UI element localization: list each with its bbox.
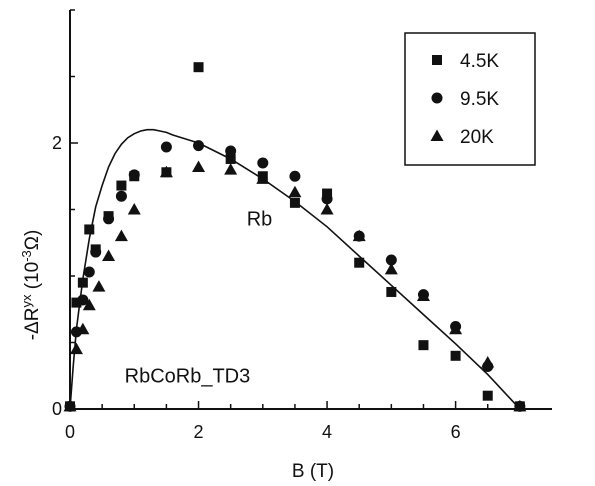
x-tick-label: 6 xyxy=(451,422,461,442)
triangle-point xyxy=(224,163,238,175)
triangle-point xyxy=(102,249,116,262)
triangle-point xyxy=(320,203,334,215)
circle-point xyxy=(77,294,89,306)
triangle-point xyxy=(192,160,206,172)
triangle-point xyxy=(127,203,141,215)
data-points xyxy=(63,62,527,412)
square-point xyxy=(71,297,82,308)
circle-point xyxy=(103,213,115,225)
y-tick-label: 0 xyxy=(52,399,62,419)
legend-label: 4.5K xyxy=(460,51,499,72)
square-point xyxy=(289,197,300,208)
triangle-point xyxy=(92,280,106,292)
square-point xyxy=(482,390,493,401)
circle-point xyxy=(289,170,301,182)
square-point xyxy=(84,224,95,235)
fit-curve xyxy=(69,128,521,410)
series-9-5k xyxy=(64,140,526,412)
square-point xyxy=(354,257,365,268)
axes: 0 2 4 6 0 2 xyxy=(52,9,552,442)
square-point xyxy=(418,340,429,351)
legend-label: 9.5K xyxy=(460,89,499,110)
triangle-point xyxy=(416,289,430,301)
circle-point xyxy=(385,254,397,266)
triangle-point xyxy=(82,298,96,311)
annotation-rb: Rb xyxy=(247,208,273,230)
triangle-point xyxy=(63,399,77,412)
circle-point xyxy=(90,246,102,258)
square-point xyxy=(193,62,204,73)
y-axis-label: -ΔRyx (10-3Ω) xyxy=(19,230,43,341)
circle-point xyxy=(257,157,269,169)
annotation-sample: RbCoRb_TD3 xyxy=(125,365,251,387)
square-point xyxy=(386,286,397,297)
triangle-point xyxy=(76,322,90,335)
circle-point xyxy=(83,266,95,278)
series-20k xyxy=(63,160,527,412)
x-tick-label: 4 xyxy=(322,422,332,442)
circle-point xyxy=(115,190,127,202)
triangle-point xyxy=(114,229,128,242)
square-point xyxy=(116,180,127,191)
legend-marker-circle xyxy=(431,92,443,104)
square-point xyxy=(77,277,88,288)
legend: 4.5K 9.5K 20K xyxy=(404,32,536,166)
square-point xyxy=(450,350,461,361)
circle-point xyxy=(160,141,172,153)
triangle-point xyxy=(513,399,527,412)
fit-curve-group xyxy=(69,128,521,410)
triangle-point xyxy=(159,165,173,178)
triangle-point xyxy=(384,262,398,275)
circle-point xyxy=(70,326,82,338)
x-tick-label: 2 xyxy=(194,422,204,442)
triangle-point xyxy=(449,322,463,335)
y-tick-label: 2 xyxy=(52,133,62,153)
circle-point xyxy=(225,145,237,157)
x-axis-label: B (T) xyxy=(292,461,334,482)
legend-label: 20K xyxy=(460,127,494,148)
triangle-point xyxy=(288,185,302,198)
triangle-point xyxy=(352,229,366,242)
triangle-point xyxy=(69,342,83,355)
triangle-point xyxy=(481,355,495,368)
triangle-point xyxy=(256,172,270,184)
legend-box xyxy=(404,32,536,166)
x-tick-label: 0 xyxy=(65,422,75,442)
circle-point xyxy=(321,193,333,205)
circle-point xyxy=(193,140,205,152)
legend-marker-triangle xyxy=(430,129,444,141)
circle-point xyxy=(128,169,140,181)
legend-marker-square xyxy=(432,55,442,65)
square-point xyxy=(225,153,236,164)
